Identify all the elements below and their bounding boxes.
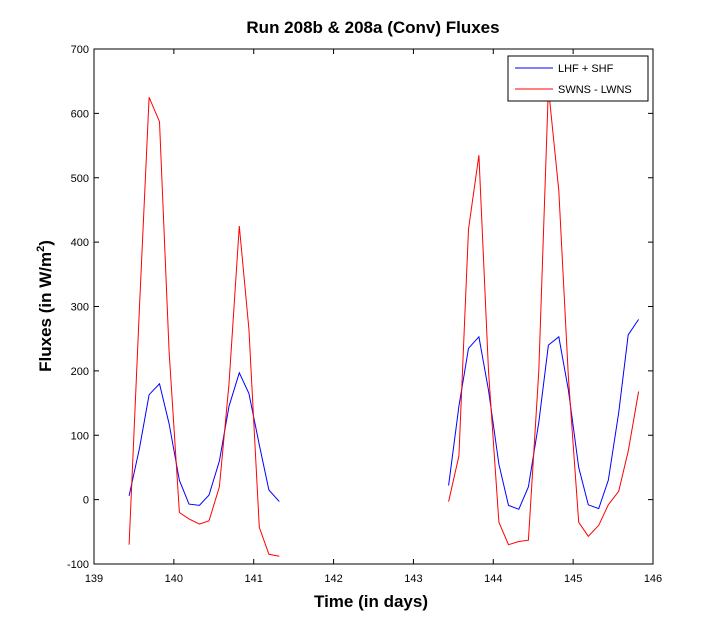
x-tick-label: 145 [564, 573, 582, 585]
y-tick-label: 300 [71, 302, 89, 314]
x-axis-label: Time (in days) [314, 592, 428, 611]
legend-label-swns-lwns: SWNS - LWNS [558, 84, 632, 96]
y-tick-label: 400 [71, 237, 89, 249]
y-axis-label-main: Fluxes (in W/m [36, 252, 55, 372]
legend-label-lhf-shf: LHF + SHF [558, 63, 614, 75]
x-axis-ticks: 139 140 141 142 143 144 145 146 [85, 49, 662, 585]
series-line-swns-lwns-segment-2 [448, 87, 640, 546]
y-tick-label: 600 [71, 108, 89, 120]
x-tick-label: 140 [165, 573, 183, 585]
x-tick-label: 146 [644, 573, 662, 585]
y-axis-ticks: -100 0 100 200 300 400 500 600 700 [67, 44, 653, 571]
series-line-lhf-shf-segment-2 [448, 319, 640, 510]
x-tick-label: 139 [85, 573, 103, 585]
y-tick-label: 500 [71, 173, 89, 185]
y-axis-label-end: ) [36, 240, 55, 246]
plot-area [93, 48, 654, 565]
x-tick-label: 143 [404, 573, 422, 585]
chart-title: Run 208b & 208a (Conv) Fluxes [246, 18, 499, 37]
y-tick-label: 100 [71, 430, 89, 442]
legend-box [507, 55, 649, 102]
y-axis-label-superscript: 2 [35, 246, 47, 252]
x-tick-label: 142 [324, 573, 342, 585]
y-tick-label: -100 [67, 559, 89, 571]
y-axis-label: Fluxes (in W/m2) [35, 240, 55, 372]
legend: LHF + SHF SWNS - LWNS [507, 55, 649, 102]
y-tick-label: 0 [83, 495, 89, 507]
x-tick-label: 144 [484, 573, 502, 585]
y-tick-label: 200 [71, 366, 89, 378]
y-tick-label: 700 [71, 44, 89, 56]
series-line-swns-lwns-segment-1 [128, 97, 280, 557]
x-tick-label: 141 [245, 573, 263, 585]
series-layer [128, 87, 640, 557]
